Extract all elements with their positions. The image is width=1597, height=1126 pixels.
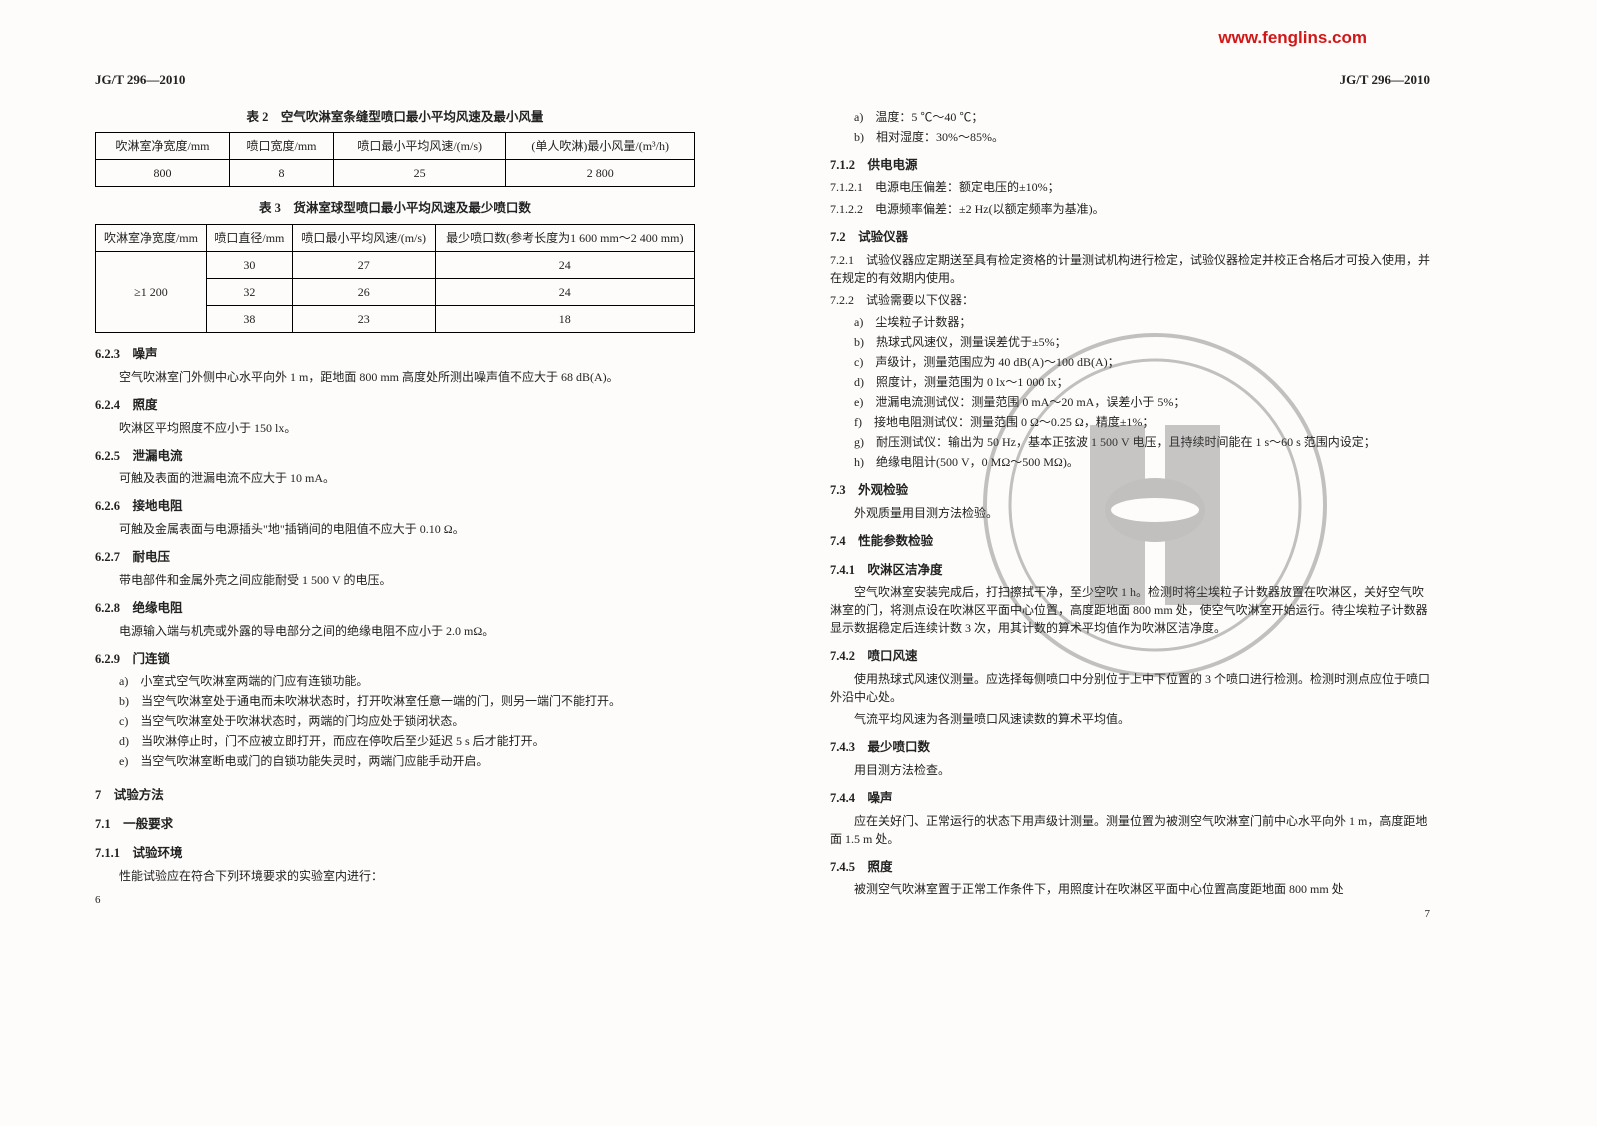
td: 25: [333, 160, 505, 187]
table3: 吹淋室净宽度/mm 喷口直径/mm 喷口最小平均风速/(m/s) 最少喷口数(参…: [95, 224, 695, 333]
heading-72: 7.2 试验仪器: [830, 228, 1430, 247]
para: 可触及金属表面与电源插头"地"插销间的电阻值不应大于 0.10 Ω。: [95, 520, 695, 538]
doc-code-left: JG/T 296—2010: [95, 70, 695, 90]
table-row: 吹淋室净宽度/mm 喷口直径/mm 喷口最小平均风速/(m/s) 最少喷口数(参…: [96, 225, 695, 252]
para: 空气吹淋室安装完成后，打扫擦拭干净，至少空吹 1 h。检测时将尘埃粒子计数器放置…: [830, 583, 1430, 637]
para: 电源输入端与机壳或外露的导电部分之间的绝缘电阻不应小于 2.0 mΩ。: [95, 622, 695, 640]
list-item: a) 小室式空气吹淋室两端的门应有连锁功能。: [95, 672, 695, 690]
heading-7: 7 试验方法: [95, 786, 695, 805]
para: 7.2.1 试验仪器应定期送至具有检定资格的计量测试机构进行检定，试验仪器检定并…: [830, 251, 1430, 287]
heading-73: 7.3 外观检验: [830, 481, 1430, 500]
list-item: g) 耐压测试仪：输出为 50 Hz，基本正弦波 1 500 V 电压，且持续时…: [830, 433, 1430, 451]
td: 18: [435, 306, 694, 333]
heading-629: 6.2.9 门连锁: [95, 650, 695, 669]
th: 吹淋室净宽度/mm: [96, 225, 207, 252]
list-item: c) 当空气吹淋室处于吹淋状态时，两端的门均应处于锁闭状态。: [95, 712, 695, 730]
heading-712: 7.1.2 供电电源: [830, 156, 1430, 175]
page-number-left: 6: [95, 892, 101, 909]
para: 应在关好门、正常运行的状态下用声级计测量。测量位置为被测空气吹淋室门前中心水平向…: [830, 812, 1430, 848]
para: 使用热球式风速仪测量。应选择每侧喷口中分别位于上中下位置的 3 个喷口进行检测。…: [830, 670, 1430, 706]
heading-625: 6.2.5 泄漏电流: [95, 447, 695, 466]
list-item: e) 当空气吹淋室断电或门的自锁功能失灵时，两端门应能手动开启。: [95, 752, 695, 770]
para: 被测空气吹淋室置于正常工作条件下，用照度计在吹淋区平面中心位置高度距地面 800…: [830, 880, 1430, 898]
para: 带电部件和金属外壳之间应能耐受 1 500 V 的电压。: [95, 571, 695, 589]
list-item: c) 声级计，测量范围应为 40 dB(A)〜100 dB(A)；: [830, 353, 1430, 371]
td: 38: [206, 306, 292, 333]
para: 吹淋区平均照度不应小于 150 lx。: [95, 419, 695, 437]
list-item: a) 尘埃粒子计数器；: [830, 313, 1430, 331]
td: 32: [206, 279, 292, 306]
para: 可触及表面的泄漏电流不应大于 10 mA。: [95, 469, 695, 487]
list-item: a) 温度：5 ℃〜40 ℃；: [830, 108, 1430, 126]
td: 30: [206, 252, 292, 279]
page-number-right: 7: [1425, 906, 1431, 923]
para: 7.1.2.2 电源频率偏差：±2 Hz(以额定频率为基准)。: [830, 200, 1430, 218]
list-item: b) 相对湿度：30%〜85%。: [830, 128, 1430, 146]
td: 2 800: [506, 160, 695, 187]
td: ≥1 200: [96, 252, 207, 333]
th: 最少喷口数(参考长度为1 600 mm〜2 400 mm): [435, 225, 694, 252]
heading-74: 7.4 性能参数检验: [830, 532, 1430, 551]
heading-628: 6.2.8 绝缘电阻: [95, 599, 695, 618]
list-item: b) 热球式风速仪，测量误差优于±5%；: [830, 333, 1430, 351]
heading-744: 7.4.4 噪声: [830, 789, 1430, 808]
list-item: d) 照度计，测量范围为 0 lx〜1 000 lx；: [830, 373, 1430, 391]
list-item: f) 接地电阻测试仪：测量范围 0 Ω〜0.25 Ω，精度±1%；: [830, 413, 1430, 431]
heading-741: 7.4.1 吹淋区洁净度: [830, 561, 1430, 580]
table-row: 800 8 25 2 800: [96, 160, 695, 187]
td: 23: [292, 306, 435, 333]
td: 24: [435, 279, 694, 306]
table2: 吹淋室净宽度/mm 喷口宽度/mm 喷口最小平均风速/(m/s) (单人吹淋)最…: [95, 132, 695, 187]
heading-624: 6.2.4 照度: [95, 396, 695, 415]
page-right: JG/T 296—2010 a) 温度：5 ℃〜40 ℃； b) 相对湿度：30…: [810, 70, 1450, 902]
th: 吹淋室净宽度/mm: [96, 133, 230, 160]
para: 外观质量用目测方法检验。: [830, 504, 1430, 522]
td: 800: [96, 160, 230, 187]
table-row: ≥1 200 30 27 24: [96, 252, 695, 279]
heading-626: 6.2.6 接地电阻: [95, 497, 695, 516]
th: 喷口宽度/mm: [230, 133, 334, 160]
th: (单人吹淋)最小风量/(m³/h): [506, 133, 695, 160]
table2-caption: 表 2 空气吹淋室条缝型喷口最小平均风速及最小风量: [95, 108, 695, 127]
doc-code-right: JG/T 296—2010: [830, 70, 1430, 90]
td: 26: [292, 279, 435, 306]
td: 27: [292, 252, 435, 279]
para: 7.1.2.1 电源电压偏差：额定电压的±10%；: [830, 178, 1430, 196]
list-item: d) 当吹淋停止时，门不应被立即打开，而应在停吹后至少延迟 5 s 后才能打开。: [95, 732, 695, 750]
heading-627: 6.2.7 耐电压: [95, 548, 695, 567]
heading-623: 6.2.3 噪声: [95, 345, 695, 364]
list-item: e) 泄漏电流测试仪：测量范围 0 mA〜20 mA，误差小于 5%；: [830, 393, 1430, 411]
para: 用目测方法检查。: [830, 761, 1430, 779]
heading-745: 7.4.5 照度: [830, 858, 1430, 877]
page-left: JG/T 296—2010 表 2 空气吹淋室条缝型喷口最小平均风速及最小风量 …: [75, 70, 715, 889]
td: 8: [230, 160, 334, 187]
para: 气流平均风速为各测量喷口风速读数的算术平均值。: [830, 710, 1430, 728]
th: 喷口直径/mm: [206, 225, 292, 252]
heading-711: 7.1.1 试验环境: [95, 844, 695, 863]
list-item: h) 绝缘电阻计(500 V，0 MΩ〜500 MΩ)。: [830, 453, 1430, 471]
para: 性能试验应在符合下列环境要求的实验室内进行：: [95, 867, 695, 885]
list-item: b) 当空气吹淋室处于通电而未吹淋状态时，打开吹淋室任意一端的门，则另一端门不能…: [95, 692, 695, 710]
table3-caption: 表 3 货淋室球型喷口最小平均风速及最少喷口数: [95, 199, 695, 218]
para: 7.2.2 试验需要以下仪器：: [830, 291, 1430, 309]
th: 喷口最小平均风速/(m/s): [292, 225, 435, 252]
td: 24: [435, 252, 694, 279]
para: 空气吹淋室门外侧中心水平向外 1 m，距地面 800 mm 高度处所测出噪声值不…: [95, 368, 695, 386]
heading-742: 7.4.2 喷口风速: [830, 647, 1430, 666]
heading-743: 7.4.3 最少喷口数: [830, 738, 1430, 757]
table-row: 吹淋室净宽度/mm 喷口宽度/mm 喷口最小平均风速/(m/s) (单人吹淋)最…: [96, 133, 695, 160]
th: 喷口最小平均风速/(m/s): [333, 133, 505, 160]
watermark-url: www.fenglins.com: [1218, 25, 1367, 51]
heading-71: 7.1 一般要求: [95, 815, 695, 834]
